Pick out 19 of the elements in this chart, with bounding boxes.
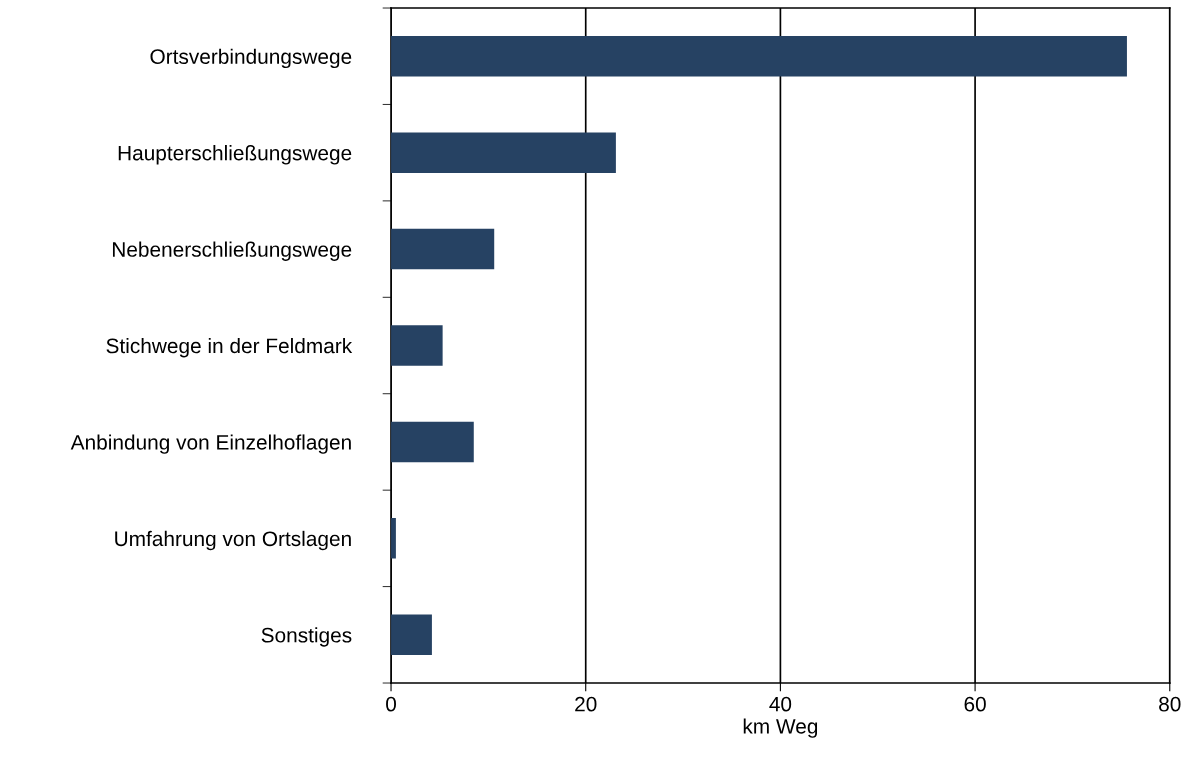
bar xyxy=(391,228,495,270)
x-tick-label: 0 xyxy=(386,696,397,712)
x-tick-label: 60 xyxy=(964,696,986,712)
y-tick-label: Nebenerschließungswege xyxy=(112,241,352,261)
x-tick-label: 40 xyxy=(769,696,792,712)
y-tick-label: Sonstiges xyxy=(261,627,352,647)
bar xyxy=(391,614,432,656)
y-tick-label: Anbindung von Einzelhoflagen xyxy=(70,434,351,454)
bar xyxy=(391,132,616,173)
x-axis-title: km Weg xyxy=(743,718,818,738)
y-tick-label: Umfahrung von Ortslagen xyxy=(115,530,351,551)
y-tick-label: Ortsverbindungswege xyxy=(150,48,352,69)
bar xyxy=(391,35,1127,77)
y-tick-label: Haupterschließungswege xyxy=(118,145,352,165)
y-tick-label: Stichwege in der Feldmark xyxy=(106,337,353,358)
bar xyxy=(391,325,443,366)
bar xyxy=(391,421,474,463)
x-tick-label: 80 xyxy=(1159,696,1181,712)
x-tick-label: 20 xyxy=(575,696,597,712)
